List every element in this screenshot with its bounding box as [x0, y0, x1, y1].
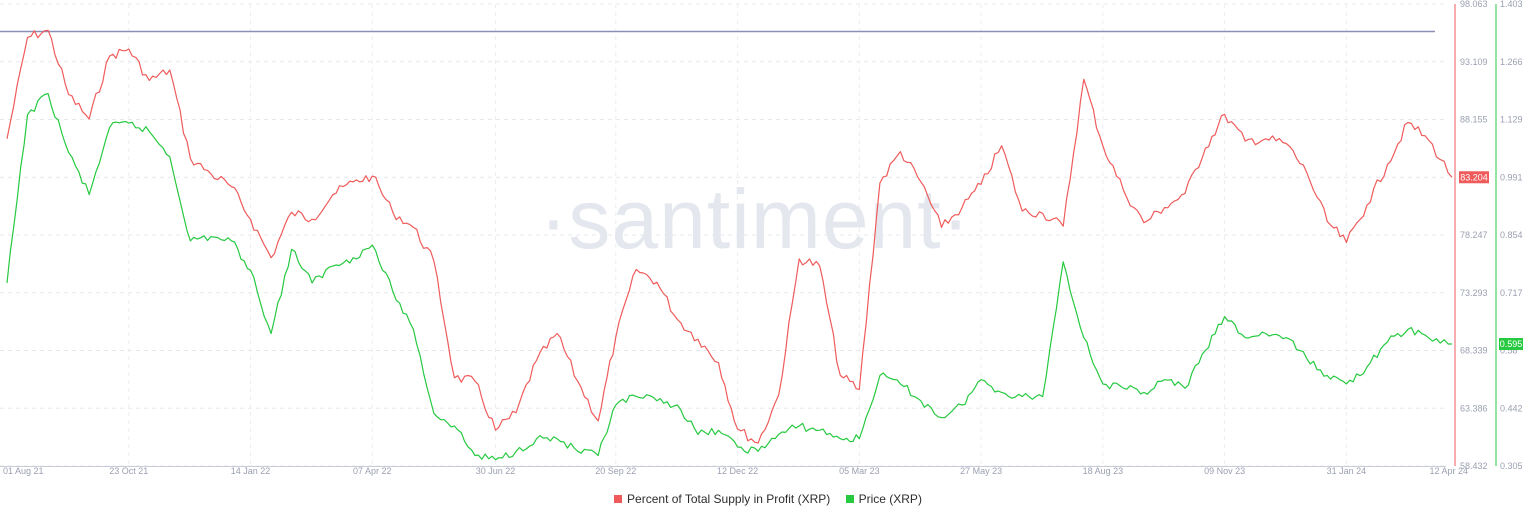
legend-label-profit: Percent of Total Supply in Profit (XRP): [627, 492, 831, 506]
x-tick-label: 30 Jun 22: [476, 466, 516, 476]
y-right-tick-label: 1.266: [1500, 57, 1523, 67]
x-tick-label: 09 Nov 23: [1204, 466, 1245, 476]
badge-profit-bg: [1459, 171, 1489, 184]
x-tick-label: 31 Jan 24: [1327, 466, 1367, 476]
y-left-tick-label: 58.432: [1460, 461, 1488, 471]
x-tick-label: 07 Apr 22: [353, 466, 392, 476]
y-left-tick-label: 73.293: [1460, 288, 1488, 298]
y-right-tick-label: 0.305: [1500, 461, 1523, 471]
y-right-tick-label: 0.442: [1500, 403, 1523, 413]
series-line-profit: [6, 29, 1453, 444]
x-tick-label: 23 Oct 21: [109, 466, 148, 476]
y-left-tick-label: 93.109: [1460, 57, 1488, 67]
legend-item-profit[interactable]: Percent of Total Supply in Profit (XRP): [614, 492, 830, 506]
chart-legend: Percent of Total Supply in Profit (XRP) …: [0, 492, 1536, 506]
series-line-price: [6, 93, 1452, 461]
y-left-tick-label: 68.339: [1460, 346, 1488, 356]
badge-price-bg: [1499, 337, 1523, 350]
badge-profit-value: 83.204: [1460, 172, 1488, 182]
x-tick-label: 27 May 23: [960, 466, 1002, 476]
value-badges: 83.204 0.595: [1459, 171, 1523, 350]
y-right-tick-label: 0.58: [1500, 346, 1518, 356]
y-left-tick-label: 78.247: [1460, 230, 1488, 240]
x-tick-label: 12 Apr 24: [1429, 466, 1468, 476]
x-tick-label: 05 Mar 23: [839, 466, 880, 476]
y-left-tick-label: 88.155: [1460, 115, 1488, 125]
y-left-tick-label: 63.386: [1460, 403, 1488, 413]
y-right-tick-label: 0.854: [1500, 230, 1523, 240]
x-tick-label: 18 Aug 23: [1083, 466, 1124, 476]
y-right-tick-label: 0.991: [1500, 172, 1523, 182]
x-tick-label: 14 Jan 22: [231, 466, 271, 476]
y-right-tick-label: 0.717: [1500, 288, 1523, 298]
legend-swatch-profit: [614, 494, 623, 503]
y-left-tick-label: 98.063: [1460, 0, 1488, 9]
legend-label-price: Price (XRP): [858, 492, 922, 506]
x-tick-label: 12 Dec 22: [717, 466, 758, 476]
legend-swatch-price: [845, 494, 854, 503]
x-tick-label: 01 Aug 21: [3, 466, 44, 476]
chart-series: [6, 29, 1453, 461]
badge-price-value: 0.595: [1500, 339, 1523, 349]
legend-item-price[interactable]: Price (XRP): [845, 492, 922, 506]
y-right-tick-label: 1.129: [1500, 115, 1523, 125]
y-right-tick-label: 1.403: [1500, 0, 1523, 9]
santiment-watermark: ·santiment·: [539, 172, 970, 266]
x-tick-label: 20 Sep 22: [595, 466, 636, 476]
